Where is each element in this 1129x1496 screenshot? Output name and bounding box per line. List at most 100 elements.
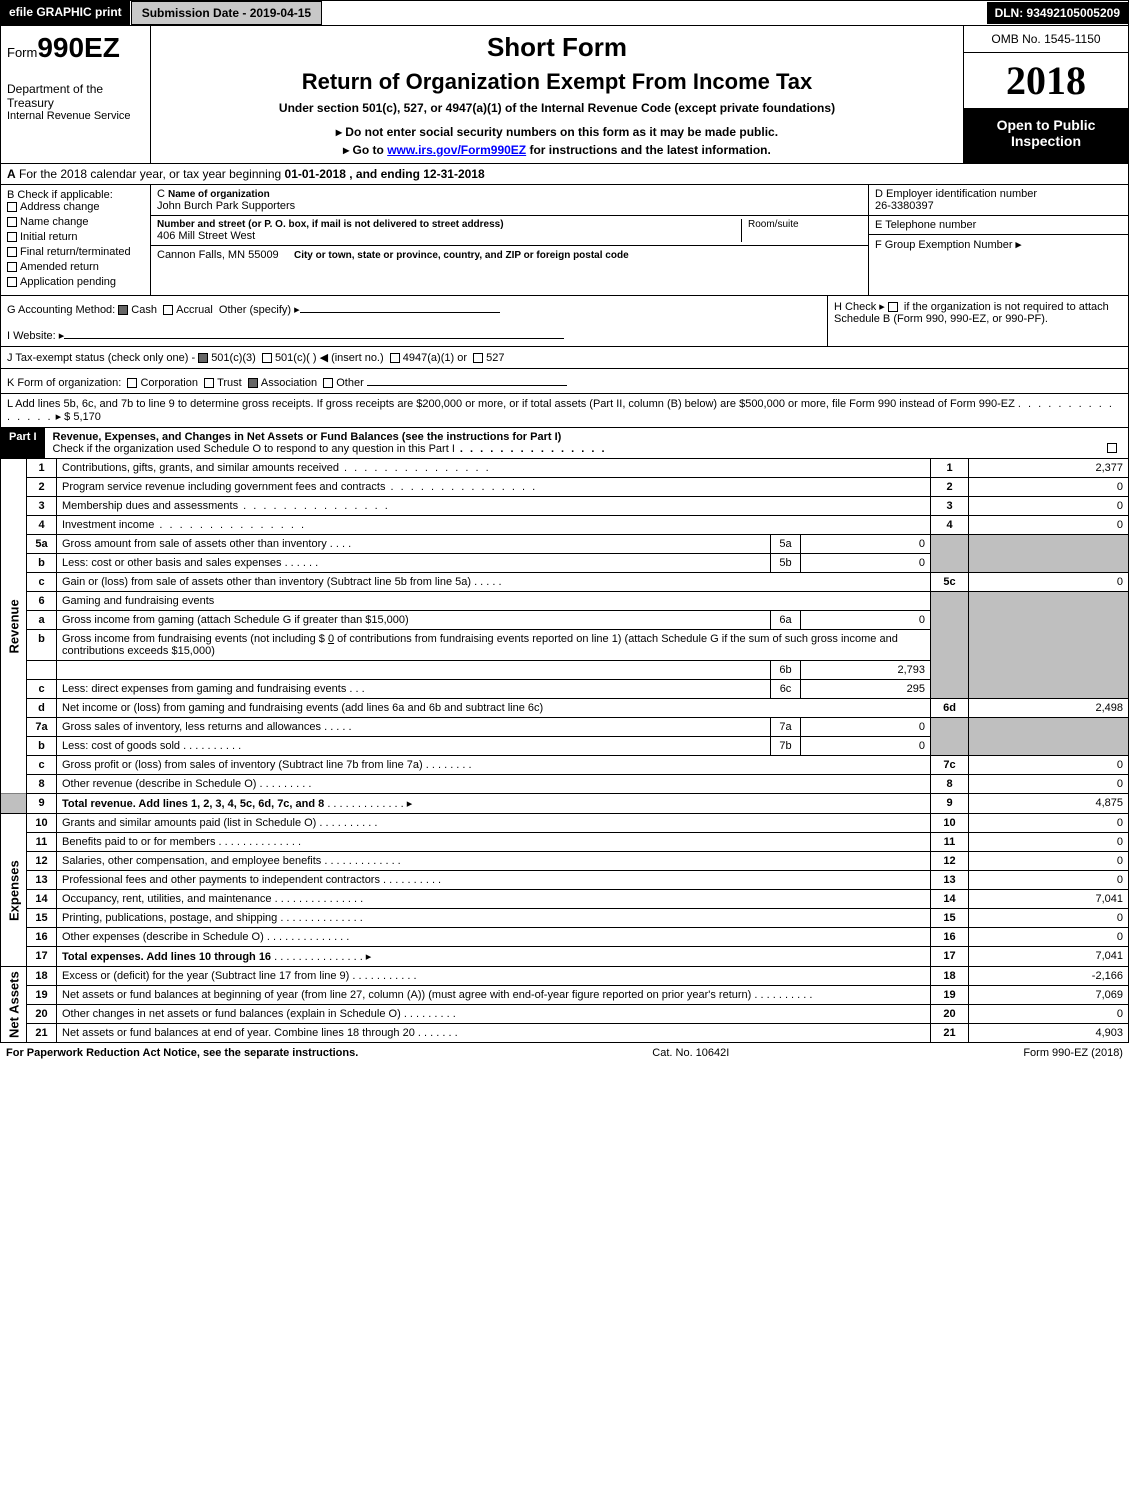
submission-date-button[interactable]: Submission Date - 2019-04-15: [131, 1, 322, 25]
amt-3: 0: [969, 497, 1129, 516]
cb-initial-return[interactable]: [7, 232, 17, 242]
row-21: 21Net assets or fund balances at end of …: [1, 1024, 1129, 1043]
org-city: Cannon Falls, MN 55009: [157, 249, 279, 261]
amt-2: 0: [969, 478, 1129, 497]
amt-11: 0: [969, 833, 1129, 852]
row-9: 9Total revenue. Add lines 1, 2, 3, 4, 5c…: [1, 794, 1129, 814]
amt-10: 0: [969, 814, 1129, 833]
sub-6c: 295: [801, 680, 931, 699]
part-i-title: Revenue, Expenses, and Changes in Net As…: [53, 431, 562, 443]
col-c-org-info: C Name of organization John Burch Park S…: [151, 185, 868, 295]
row-3: 3Membership dues and assessments 30: [1, 497, 1129, 516]
cb-501c[interactable]: [262, 353, 272, 363]
cb-amended-return[interactable]: [7, 262, 17, 272]
vlabel-netassets: Net Assets: [1, 967, 27, 1043]
page-footer: For Paperwork Reduction Act Notice, see …: [0, 1043, 1129, 1063]
amt-20: 0: [969, 1005, 1129, 1024]
form-number: 990EZ: [37, 32, 120, 63]
amt-21: 4,903: [969, 1024, 1129, 1043]
vlabel-revenue: Revenue: [1, 459, 27, 794]
header-right: OMB No. 1545-1150 2018 Open to Public In…: [963, 26, 1128, 163]
cb-schedule-b-not-required[interactable]: [888, 302, 898, 312]
col-b-checkboxes: B Check if applicable: Address change Na…: [1, 185, 151, 295]
amt-15: 0: [969, 909, 1129, 928]
part-i-label: Part I: [1, 428, 45, 458]
amt-9: 4,875: [969, 794, 1129, 814]
row-15: 15Printing, publications, postage, and s…: [1, 909, 1129, 928]
sub-5a: 0: [801, 535, 931, 554]
line-l: L Add lines 5b, 6c, and 7b to line 9 to …: [0, 394, 1129, 428]
tax-year: 2018: [964, 53, 1128, 109]
line-k: K Form of organization: Corporation Trus…: [0, 369, 1129, 394]
section-bcdef: B Check if applicable: Address change Na…: [0, 185, 1129, 296]
cb-address-change[interactable]: [7, 202, 17, 212]
col-def: D Employer identification number 26-3380…: [868, 185, 1128, 295]
row-17: 17Total expenses. Add lines 10 through 1…: [1, 947, 1129, 967]
footer-left: For Paperwork Reduction Act Notice, see …: [6, 1047, 358, 1059]
group-exemption-label: F Group Exemption Number: [875, 239, 1013, 251]
other-org-field[interactable]: [367, 373, 567, 386]
amt-7c: 0: [969, 756, 1129, 775]
amt-4: 0: [969, 516, 1129, 535]
website-field[interactable]: [64, 326, 564, 339]
amt-6d: 2,498: [969, 699, 1129, 718]
header-center: Short Form Return of Organization Exempt…: [151, 26, 963, 163]
ssn-warning: ▸ Do not enter social security numbers o…: [161, 125, 953, 139]
org-street: 406 Mill Street West: [157, 230, 735, 242]
cb-association[interactable]: [248, 378, 258, 388]
short-form-title: Short Form: [161, 32, 953, 63]
cb-cash[interactable]: [118, 305, 128, 315]
amt-8: 0: [969, 775, 1129, 794]
cb-application-pending[interactable]: [7, 277, 17, 287]
form-prefix: Form: [7, 45, 37, 60]
sub-7b: 0: [801, 737, 931, 756]
top-bar-left: efile GRAPHIC print Submission Date - 20…: [1, 1, 322, 25]
row-5c: cGain or (loss) from sale of assets othe…: [1, 573, 1129, 592]
cb-schedule-o-part-i[interactable]: [1107, 443, 1117, 453]
return-title: Return of Organization Exempt From Incom…: [161, 69, 953, 95]
cb-final-return[interactable]: [7, 247, 17, 257]
goto-line: ▸ Go to www.irs.gov/Form990EZ for instru…: [161, 143, 953, 157]
amt-17: 7,041: [969, 947, 1129, 967]
irs-link[interactable]: www.irs.gov/Form990EZ: [387, 143, 526, 157]
row-20: 20Other changes in net assets or fund ba…: [1, 1005, 1129, 1024]
footer-cat: Cat. No. 10642I: [652, 1047, 729, 1059]
row-6d: dNet income or (loss) from gaming and fu…: [1, 699, 1129, 718]
sub-6a: 0: [801, 611, 931, 630]
sub-7a: 0: [801, 718, 931, 737]
amt-14: 7,041: [969, 890, 1129, 909]
row-2: 2Program service revenue including gover…: [1, 478, 1129, 497]
sub-6b: 2,793: [801, 661, 931, 680]
cb-corporation[interactable]: [127, 378, 137, 388]
row-10: Expenses 10Grants and similar amounts pa…: [1, 814, 1129, 833]
part-i-header: Part I Revenue, Expenses, and Changes in…: [0, 428, 1129, 459]
line-j: J Tax-exempt status (check only one) - 5…: [0, 347, 1129, 369]
row-13: 13Professional fees and other payments t…: [1, 871, 1129, 890]
cb-527[interactable]: [473, 353, 483, 363]
row-19: 19Net assets or fund balances at beginni…: [1, 986, 1129, 1005]
part-i-table: Revenue 1 Contributions, gifts, grants, …: [0, 459, 1129, 1043]
amt-18: -2,166: [969, 967, 1129, 986]
row-7c: cGross profit or (loss) from sales of in…: [1, 756, 1129, 775]
efile-button[interactable]: efile GRAPHIC print: [1, 1, 131, 25]
dln-label: DLN: 93492105005209: [987, 2, 1128, 24]
amt-13: 0: [969, 871, 1129, 890]
cb-4947a1[interactable]: [390, 353, 400, 363]
amt-19: 7,069: [969, 986, 1129, 1005]
row-4: 4Investment income 40: [1, 516, 1129, 535]
accounting-other-field[interactable]: [300, 300, 500, 313]
row-8: 8Other revenue (describe in Schedule O) …: [1, 775, 1129, 794]
row-14: 14Occupancy, rent, utilities, and mainte…: [1, 890, 1129, 909]
cb-trust[interactable]: [204, 378, 214, 388]
amt-16: 0: [969, 928, 1129, 947]
cb-accrual[interactable]: [163, 305, 173, 315]
cb-501c3[interactable]: [198, 353, 208, 363]
line-a: A For the 2018 calendar year, or tax yea…: [0, 164, 1129, 185]
org-name: John Burch Park Supporters: [157, 200, 862, 212]
ein-value: 26-3380397: [875, 200, 1122, 212]
header-left: Form990EZ Department of the Treasury Int…: [1, 26, 151, 163]
cb-other-org[interactable]: [323, 378, 333, 388]
cb-name-change[interactable]: [7, 217, 17, 227]
line-gh: G Accounting Method: Cash Accrual Other …: [0, 296, 1129, 347]
row-12: 12Salaries, other compensation, and empl…: [1, 852, 1129, 871]
